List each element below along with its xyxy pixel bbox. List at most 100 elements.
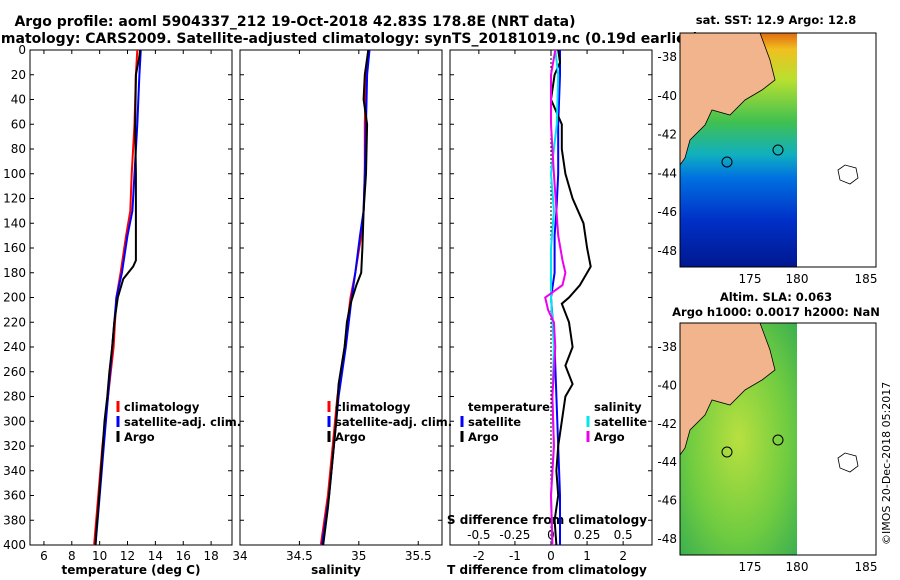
- x-tick-label: 10: [92, 549, 107, 563]
- lat-tick-label: -42: [657, 128, 677, 142]
- series-line-s-argo: [544, 49, 567, 546]
- depth-tick-label: 260: [3, 365, 26, 379]
- legend-satellite-adj: satellite-adj. clim.: [124, 415, 241, 429]
- depth-tick-label: 240: [3, 340, 26, 354]
- legend-t-satellite: satellite: [468, 415, 521, 429]
- difference-xlabel-2: S difference from climatology: [447, 513, 647, 527]
- argo-position-marker: [772, 144, 784, 156]
- depth-tick-label: 400: [3, 538, 26, 552]
- nz-land: [679, 322, 776, 457]
- legend-t-argo: Argo: [468, 430, 499, 444]
- depth-tick-label: 320: [3, 439, 26, 453]
- difference-xlabel: T difference from climatology: [447, 563, 647, 577]
- lat-tick-label: -44: [657, 455, 677, 469]
- lon-tick-label: 185: [855, 560, 878, 574]
- lon-tick-label: 180: [786, 272, 809, 286]
- salinity-panel: [239, 49, 443, 546]
- depth-tick-label: 340: [3, 464, 26, 478]
- lon-tick-label: 180: [786, 560, 809, 574]
- depth-tick-label: 60: [11, 117, 26, 131]
- temperature-legend: climatology satellite-adj. clim. Argo: [116, 400, 241, 444]
- sst-lon-ticks: 175 180 185: [739, 272, 878, 286]
- depth-tick-label: 100: [3, 167, 26, 181]
- legend-s-argo: Argo: [594, 430, 625, 444]
- argo-position-marker: [772, 434, 784, 446]
- contour-feature: [721, 156, 733, 168]
- x-tick-label: 2: [619, 549, 627, 563]
- tick-marks: [30, 49, 652, 546]
- sla-lat-ticks: -38 -40 -42 -44 -46 -48: [657, 340, 677, 546]
- depth-tick-label: 20: [11, 68, 26, 82]
- legend-satellite-adj: satellite-adj. clim.: [335, 415, 452, 429]
- depth-tick-label: 200: [3, 291, 26, 305]
- lat-tick-label: -48: [657, 244, 677, 258]
- lat-tick-label: -38: [657, 50, 677, 64]
- legend-argo: Argo: [124, 430, 155, 444]
- depth-tick-label: 180: [3, 266, 26, 280]
- x-tick-label: -1: [509, 549, 521, 563]
- series-line-argo: [94, 49, 142, 546]
- x-tick-label: 0: [547, 549, 555, 563]
- legend-climatology: climatology: [335, 400, 411, 414]
- sla-map-title-1: Altim. SLA: 0.063: [720, 290, 832, 304]
- sst-map-title: sat. SST: 12.9 Argo: 12.8: [696, 13, 856, 27]
- x-tick-label: 8: [68, 549, 76, 563]
- depth-tick-label: 300: [3, 414, 26, 428]
- lat-tick-label: -46: [657, 494, 677, 508]
- depth-tick-label: 280: [3, 390, 26, 404]
- difference-legend: temperature satellite Argo salinity sate…: [460, 400, 647, 444]
- depth-tick-label: 0: [18, 43, 26, 57]
- sla-map-title-2: Argo h1000: 0.0017 h2000: NaN: [672, 305, 880, 319]
- sst-map: [679, 32, 877, 268]
- depth-tick-label: 160: [3, 241, 26, 255]
- x-tick-label: 14: [148, 549, 163, 563]
- depth-tick-label: 380: [3, 513, 26, 527]
- temperature-xlabel: temperature (deg C): [62, 563, 201, 577]
- depth-tick-label: 80: [11, 142, 26, 156]
- depth-tick-label: 140: [3, 216, 26, 230]
- x-tick-label: 1: [583, 549, 591, 563]
- legend-salinity-header: salinity: [594, 400, 642, 414]
- salinity-xlabel: salinity: [311, 563, 361, 577]
- sst-map-frame: [679, 32, 877, 268]
- depth-tick-label: 40: [11, 93, 26, 107]
- x-tick-label: 6: [40, 549, 48, 563]
- imos-credit: ©IMOS 20-Dec-2018 05:2017: [880, 382, 893, 545]
- series-line-climatology: [319, 49, 370, 546]
- lon-tick-label: 175: [739, 560, 762, 574]
- lat-tick-label: -38: [657, 340, 677, 354]
- chatham-islands: [837, 164, 859, 185]
- lon-tick-label: 175: [739, 272, 762, 286]
- sst-lat-ticks: -38 -40 -42 -44 -46 -48: [657, 50, 677, 258]
- chatham-islands: [837, 452, 859, 473]
- lat-tick-label: -48: [657, 532, 677, 546]
- difference-x-ticks: -2 -1 0 1 2: [473, 50, 627, 563]
- temperature-x-ticks: 6 8 10 12 14 16 18: [40, 50, 219, 563]
- x-tick-label: 18: [203, 549, 218, 563]
- sla-lon-ticks: 175 180 185: [739, 560, 878, 574]
- x-tick-label: 12: [120, 549, 135, 563]
- s-tick-label: -0.5: [467, 528, 490, 542]
- depth-tick-label: 360: [3, 489, 26, 503]
- series-line-satellite-adj-clim-: [321, 49, 371, 546]
- salinity-x-ticks: 34 34.5 35 35.5: [232, 50, 432, 563]
- x-tick-label: 34.5: [286, 549, 313, 563]
- title-line-2: Climatology: CARS2009. Satellite-adjuste…: [0, 31, 699, 47]
- x-tick-label: 35.5: [405, 549, 432, 563]
- lat-tick-label: -46: [657, 205, 677, 219]
- series-line-t-argo: [549, 49, 592, 546]
- series-line-argo: [322, 49, 370, 546]
- x-tick-label: 34: [232, 549, 247, 563]
- s-tick-label: -0.25: [499, 528, 530, 542]
- depth-tick-label: 220: [3, 315, 26, 329]
- depth-axis: 0 20 40 60 80 100 120 140 160 180 200 220 240 260 280 3…: [3, 43, 26, 552]
- x-tick-label: 35: [351, 549, 366, 563]
- s-tick-label: 0.5: [614, 528, 633, 542]
- lat-tick-label: -40: [657, 378, 677, 392]
- legend-climatology: climatology: [124, 400, 200, 414]
- lon-tick-label: 185: [855, 272, 878, 286]
- lat-tick-label: -42: [657, 417, 677, 431]
- legend-s-satellite: satellite: [594, 415, 647, 429]
- lat-tick-label: -40: [657, 89, 677, 103]
